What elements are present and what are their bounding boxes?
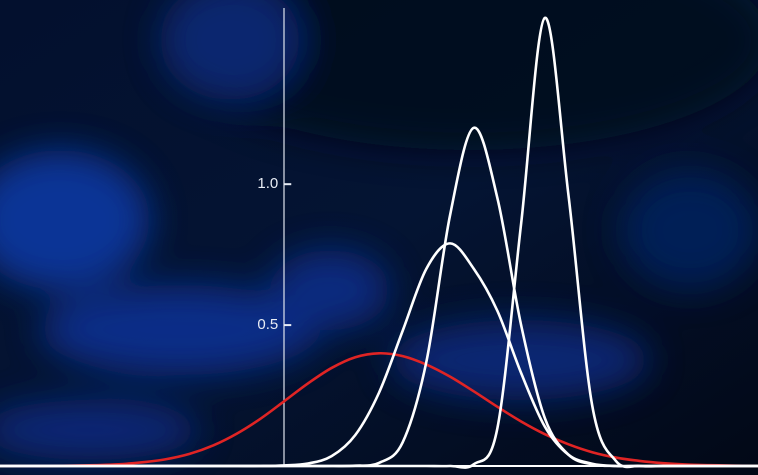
y-tick-label: 0.5: [257, 316, 278, 333]
background: [0, 0, 758, 475]
chart: 0.5 1.0: [0, 0, 758, 475]
page: {"chart_data": {"type": "line", "x": [-6…: [0, 0, 758, 475]
y-tick-label: 1.0: [257, 175, 278, 192]
